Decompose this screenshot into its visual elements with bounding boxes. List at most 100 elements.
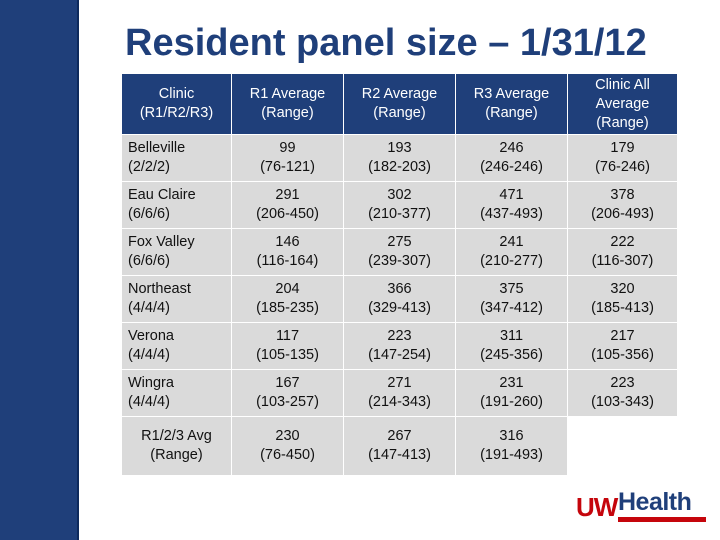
cell-line: R1/2/3 Avg [141,428,212,444]
cell-line: (6/6/6) [128,253,170,269]
value-cell: 271 (214-343) [343,369,456,417]
header-row: Clinic (R1/R2/R3) R1 Average (Range) R2 … [121,73,678,135]
slide-title: Resident panel size – 1/31/12 [125,22,647,64]
table-row: Fox Valley (6/6/6) 146 (116-164) 275 (239-307… [121,228,678,276]
cell-line: (246-246) [480,159,543,175]
left-accent-bar [0,0,79,540]
cell-line: Eau Claire [128,187,196,203]
cell-line: 230 [275,428,300,444]
cell-line: (4/4/4) [128,300,170,316]
cell-line: (329-413) [368,300,431,316]
cell-line: (191-260) [480,394,543,410]
header-line: Clinic [158,86,195,102]
cell-line: Fox Valley [128,234,195,250]
clinic-cell: Eau Claire (6/6/6) [121,181,232,229]
clinic-cell: Verona (4/4/4) [121,322,232,370]
value-cell: 320 (185-413) [567,275,678,323]
cell-line: (185-413) [591,300,654,316]
average-row: R1/2/3 Avg (Range) 230 (76-450) 267 (147-413)… [121,416,678,476]
uw-health-logo: UW Health [574,486,709,526]
cell-line: (206-493) [591,206,654,222]
cell-line: 366 [387,281,412,297]
cell-line: (6/6/6) [128,206,170,222]
value-cell: 311 (245-356) [455,322,568,370]
value-cell: 99 (76-121) [231,134,344,182]
value-cell: 302 (210-377) [343,181,456,229]
table-body: Belleville (2/2/2) 99 (76-121) 193 (182-203) 2… [121,134,678,476]
value-cell: 167 (103-257) [231,369,344,417]
cell-line: 378 [610,187,635,203]
value-cell: 291 (206-450) [231,181,344,229]
value-cell: 246 (246-246) [455,134,568,182]
cell-line: 271 [387,375,412,391]
header-r1-average: R1 Average (Range) [231,73,344,135]
header-line: Clinic All [595,76,650,93]
value-cell: 217 (105-356) [567,322,678,370]
table-row: Belleville (2/2/2) 99 (76-121) 193 (182-203) 2… [121,134,678,182]
header-clinic: Clinic (R1/R2/R3) [121,73,232,135]
cell-line: 222 [610,234,635,250]
value-cell: 471 (437-493) [455,181,568,229]
table-row: Northeast (4/4/4) 204 (185-235) 366 (329-413)… [121,275,678,323]
value-cell: 204 (185-235) [231,275,344,323]
cell-line: 241 [499,234,524,250]
value-cell: 316 (191-493) [455,416,568,476]
cell-line: Wingra [128,375,174,391]
value-cell: 179 (76-246) [567,134,678,182]
logo-underline [618,517,706,522]
header-line: (Range) [596,114,649,131]
cell-line: 223 [387,328,412,344]
cell-line: 246 [499,140,524,156]
cell-line: (76-246) [595,159,650,175]
cell-line: 146 [275,234,300,250]
cell-line: 302 [387,187,412,203]
cell-line: (210-377) [368,206,431,222]
cell-line: (147-254) [368,347,431,363]
cell-line: (206-450) [256,206,319,222]
cell-line: (103-343) [591,394,654,410]
header-line: R1 Average [249,86,326,102]
empty-cell [567,416,678,476]
cell-line: 320 [610,281,635,297]
cell-line: (76-450) [260,447,315,463]
cell-line: 223 [610,375,635,391]
cell-line: (210-277) [480,253,543,269]
cell-line: 316 [499,428,524,444]
cell-line: (347-412) [480,300,543,316]
value-cell: 241 (210-277) [455,228,568,276]
header-line: (Range) [261,105,314,121]
value-cell: 117 (105-135) [231,322,344,370]
cell-line: (105-356) [591,347,654,363]
header-line: (R1/R2/R3) [139,105,214,121]
cell-line: 375 [499,281,524,297]
panel-size-table: Clinic (R1/R2/R3) R1 Average (Range) R2 … [121,73,678,476]
table-row: Eau Claire (6/6/6) 291 (206-450) 302 (210-377… [121,181,678,229]
value-cell: 267 (147-413) [343,416,456,476]
cell-line: (437-493) [480,206,543,222]
average-label-cell: R1/2/3 Avg (Range) [121,416,232,476]
header-line: R2 Average [361,86,438,102]
cell-line: 167 [275,375,300,391]
cell-line: (116-307) [591,253,654,269]
value-cell: 231 (191-260) [455,369,568,417]
header-line: (Range) [485,105,538,121]
table-row: Verona (4/4/4) 117 (105-135) 223 (147-254) 311… [121,322,678,370]
cell-line: 117 [275,328,300,344]
logo-uw-text: UW [576,492,618,522]
cell-line: Verona [128,328,174,344]
value-cell: 193 (182-203) [343,134,456,182]
cell-line: 99 [279,140,296,156]
cell-line: 471 [499,187,524,203]
value-cell: 230 (76-450) [231,416,344,476]
cell-line: (Range) [150,447,203,463]
header-clinic-all-average: Clinic All Average (Range) [567,73,678,135]
cell-line: (214-343) [368,394,431,410]
header-line: Average [595,95,650,112]
cell-line: Belleville [128,140,186,156]
table-row: Wingra (4/4/4) 167 (103-257) 271 (214-343) 231… [121,369,678,417]
cell-line: 204 [275,281,300,297]
cell-line: (239-307) [368,253,431,269]
cell-line: Northeast [128,281,191,297]
cell-line: 291 [275,187,300,203]
cell-line: 267 [387,428,412,444]
